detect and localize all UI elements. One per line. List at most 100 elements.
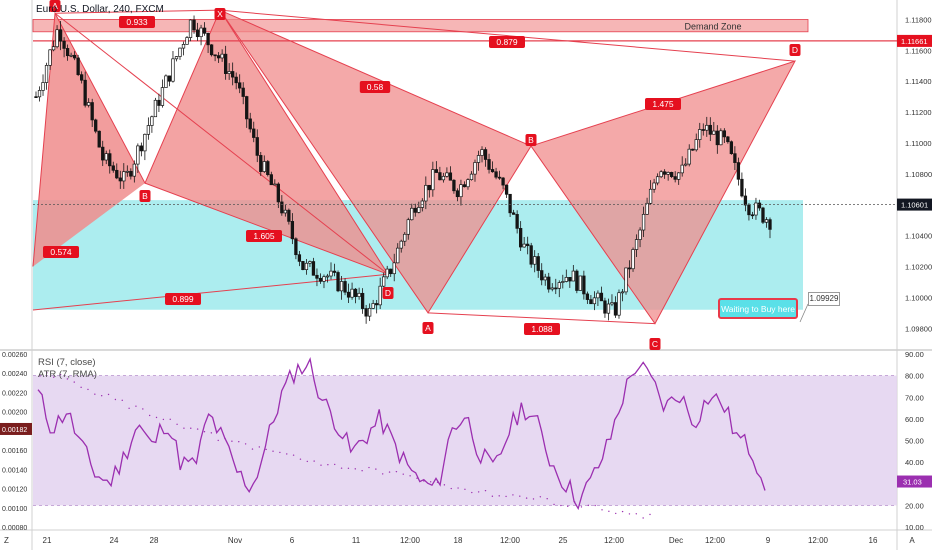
- ratio-label-1.605: 1.605: [253, 231, 275, 241]
- price-tick: 1.11600: [905, 46, 932, 55]
- atr-point: [46, 372, 48, 374]
- atr-point: [512, 494, 514, 496]
- atr-point: [560, 504, 562, 507]
- candle-body: [427, 184, 431, 191]
- candle-body: [118, 177, 122, 182]
- atr-point: [484, 489, 487, 492]
- candle-body: [641, 213, 646, 231]
- pattern1-bottom-line: [32, 273, 389, 311]
- atr-point: [443, 484, 446, 486]
- candle-body: [188, 19, 193, 38]
- candle-body: [157, 99, 161, 106]
- atr-point: [59, 373, 62, 376]
- atr-point: [395, 470, 398, 473]
- rsi-value-tag-bg: [897, 475, 932, 488]
- candle-body: [115, 169, 119, 179]
- candle-body: [213, 54, 217, 57]
- callout-price: 1.09929: [808, 292, 840, 306]
- candle-body: [308, 261, 312, 264]
- atr-point: [135, 405, 137, 407]
- candle-body: [146, 125, 151, 135]
- candle-body: [371, 303, 375, 309]
- candle-body: [448, 172, 453, 181]
- pattern1-leg-bd[interactable]: [145, 10, 388, 275]
- candle-body: [315, 274, 319, 279]
- candle-body: [375, 303, 379, 306]
- candle-body: [420, 200, 424, 208]
- pattern1-leg-xa[interactable]: [33, 13, 145, 267]
- atr-point: [457, 487, 459, 489]
- price-tick: 1.10400: [905, 232, 932, 241]
- atr-tick: 0.00120: [2, 487, 27, 494]
- candle-body: [554, 287, 558, 290]
- pattern2-leg-xb[interactable]: [220, 10, 531, 313]
- candle-body: [645, 202, 649, 215]
- candle-body: [37, 90, 42, 98]
- ratio-label-1.088: 1.088: [531, 324, 553, 334]
- ratio-label-0.574-bg: [43, 246, 79, 258]
- candle-body: [262, 161, 266, 172]
- candle-body: [761, 207, 765, 223]
- atr-point: [73, 381, 75, 383]
- atr-point: [375, 468, 377, 470]
- time-tick: 12:00: [808, 536, 829, 545]
- candle-body: [726, 136, 730, 143]
- atr-point: [436, 481, 439, 484]
- candle-body: [522, 243, 526, 248]
- ratio-label-0.933-bg: [119, 16, 155, 28]
- point-label-B: B: [142, 191, 148, 201]
- atr-tick: 0.00260: [2, 352, 27, 359]
- candle-body: [216, 55, 221, 59]
- candle-body: [666, 172, 670, 175]
- candle-body: [438, 172, 442, 181]
- candle-body: [715, 130, 719, 146]
- candle-body: [143, 133, 147, 152]
- candle-body: [322, 276, 326, 282]
- atr-value-tag-bg: [0, 422, 32, 435]
- atr-point: [231, 440, 233, 442]
- candle-body: [529, 245, 533, 265]
- candle-body: [389, 268, 393, 275]
- atr-point: [334, 463, 336, 466]
- candle-body: [687, 148, 691, 165]
- time-tick: A: [909, 536, 915, 545]
- candle-body: [343, 281, 347, 293]
- candle-body: [325, 275, 330, 278]
- candle-body: [441, 175, 446, 181]
- atr-point: [471, 491, 473, 494]
- candle-body: [276, 183, 280, 203]
- watch-box-label[interactable]: Waiting to Buy here: [718, 298, 798, 319]
- candle-body: [410, 207, 414, 221]
- candle-body: [332, 270, 337, 273]
- price-tick: 1.10000: [905, 293, 932, 302]
- pattern2-leg-bd[interactable]: [531, 61, 795, 324]
- candle-body: [757, 202, 762, 209]
- price-tick: 1.11000: [905, 139, 932, 148]
- candle-body: [627, 267, 632, 270]
- candle-body: [431, 169, 435, 191]
- atr-point: [121, 399, 123, 402]
- candle-body: [501, 177, 505, 186]
- candle-body: [729, 141, 734, 155]
- rsi-value-tag: 31.03: [903, 478, 922, 487]
- candle-body: [564, 277, 568, 282]
- point-label-A: A: [425, 323, 431, 333]
- atr-point: [429, 481, 432, 483]
- candle-body: [399, 240, 403, 249]
- atr-point: [292, 454, 295, 456]
- pattern2-xb-line: [219, 9, 532, 147]
- atr-point: [388, 471, 391, 473]
- candle-body: [65, 48, 70, 57]
- candle-body: [41, 82, 45, 91]
- candle-body: [764, 219, 769, 223]
- candle-body: [406, 219, 410, 235]
- candle-body: [301, 261, 305, 271]
- price-tick: 1.11800: [905, 15, 932, 24]
- candle-body: [185, 37, 189, 45]
- atr-point: [553, 503, 555, 506]
- candle-body: [336, 272, 340, 292]
- atr-point: [573, 501, 576, 503]
- atr-point: [162, 418, 165, 421]
